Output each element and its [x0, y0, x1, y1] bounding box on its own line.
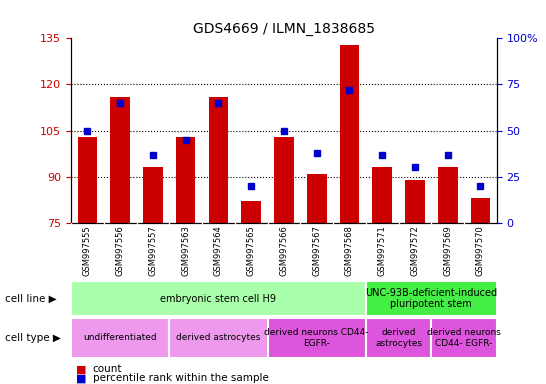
Text: UNC-93B-deficient-induced
pluripotent stem: UNC-93B-deficient-induced pluripotent st… — [365, 288, 497, 310]
Bar — [71, 281, 366, 316]
Text: GSM997555: GSM997555 — [83, 226, 92, 276]
Bar — [366, 281, 497, 316]
Bar — [372, 167, 392, 223]
Text: GSM997566: GSM997566 — [280, 226, 288, 276]
Text: cell line ▶: cell line ▶ — [5, 293, 57, 304]
Text: count: count — [93, 364, 122, 374]
Bar — [169, 318, 268, 358]
Text: GSM997557: GSM997557 — [149, 226, 157, 276]
Text: embryonic stem cell H9: embryonic stem cell H9 — [161, 293, 276, 304]
Bar — [405, 180, 425, 223]
Text: GSM997567: GSM997567 — [312, 226, 321, 276]
Text: GSM997572: GSM997572 — [411, 226, 419, 276]
Text: GSM997571: GSM997571 — [378, 226, 387, 276]
Bar — [471, 198, 490, 223]
Bar — [268, 318, 366, 358]
Bar — [431, 318, 497, 358]
Text: derived neurons CD44-
EGFR-: derived neurons CD44- EGFR- — [264, 328, 369, 348]
Bar — [143, 167, 163, 223]
Bar — [209, 97, 228, 223]
Text: GSM997564: GSM997564 — [214, 226, 223, 276]
Text: ■: ■ — [76, 373, 87, 383]
Text: GSM997569: GSM997569 — [443, 226, 452, 276]
Text: cell type ▶: cell type ▶ — [5, 333, 61, 343]
Bar — [340, 45, 359, 223]
Text: GSM997568: GSM997568 — [345, 226, 354, 276]
Bar — [366, 318, 431, 358]
Text: undifferentiated: undifferentiated — [84, 333, 157, 343]
Text: percentile rank within the sample: percentile rank within the sample — [93, 373, 269, 383]
Bar — [307, 174, 327, 223]
Bar — [274, 137, 294, 223]
Title: GDS4669 / ILMN_1838685: GDS4669 / ILMN_1838685 — [193, 22, 375, 36]
Bar — [176, 137, 195, 223]
Bar — [438, 167, 458, 223]
Text: derived neurons
CD44- EGFR-: derived neurons CD44- EGFR- — [427, 328, 501, 348]
Text: GSM997570: GSM997570 — [476, 226, 485, 276]
Bar — [241, 201, 261, 223]
Bar — [78, 137, 97, 223]
Bar — [110, 97, 130, 223]
Text: ■: ■ — [76, 364, 87, 374]
Text: derived
astrocytes: derived astrocytes — [375, 328, 422, 348]
Text: derived astrocytes: derived astrocytes — [176, 333, 260, 343]
Text: GSM997565: GSM997565 — [247, 226, 256, 276]
Bar — [71, 318, 169, 358]
Text: GSM997556: GSM997556 — [116, 226, 124, 276]
Text: GSM997563: GSM997563 — [181, 226, 190, 276]
